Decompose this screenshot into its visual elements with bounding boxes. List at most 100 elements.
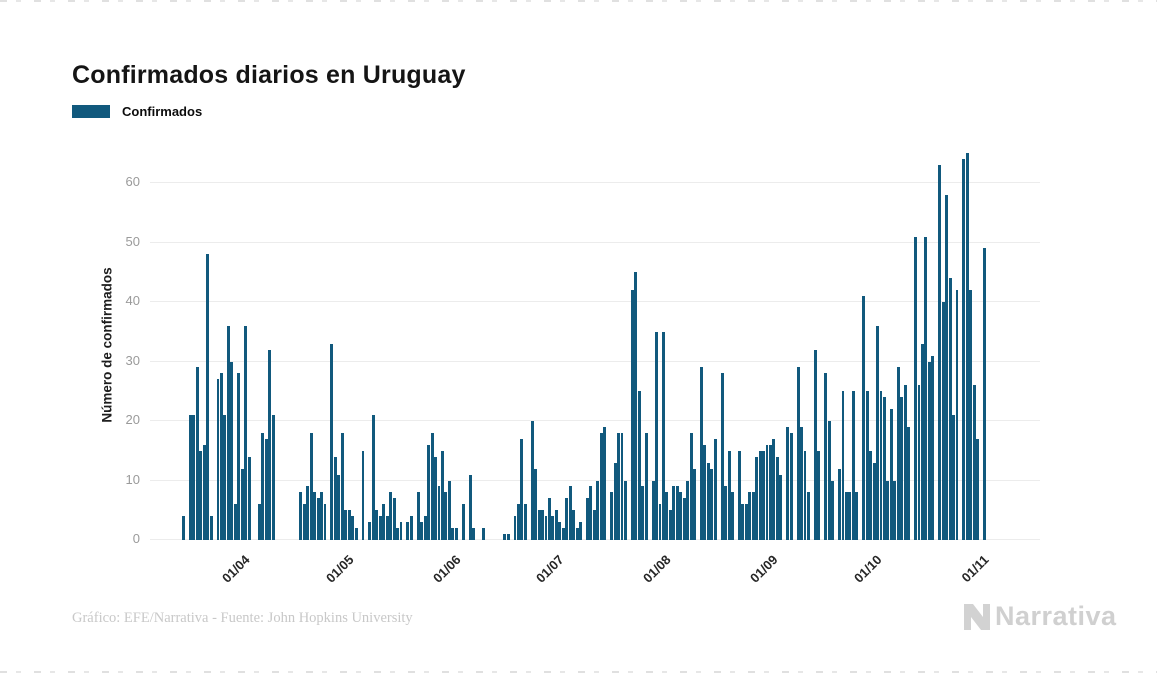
bar[interactable]	[893, 480, 897, 540]
bar[interactable]	[658, 504, 662, 540]
bar[interactable]	[699, 367, 703, 540]
bar[interactable]	[233, 504, 237, 540]
bar[interactable]	[344, 510, 348, 540]
bar[interactable]	[689, 432, 693, 540]
bar[interactable]	[661, 331, 665, 540]
bar[interactable]	[592, 510, 596, 540]
bar[interactable]	[907, 426, 911, 540]
bar[interactable]	[927, 361, 931, 540]
bar[interactable]	[447, 480, 451, 540]
bar[interactable]	[603, 426, 607, 540]
bar[interactable]	[748, 492, 752, 540]
bar[interactable]	[268, 349, 272, 540]
bar[interactable]	[375, 510, 379, 540]
bar[interactable]	[741, 504, 745, 540]
bar[interactable]	[779, 474, 783, 540]
bar[interactable]	[420, 522, 424, 540]
bar[interactable]	[955, 290, 959, 540]
bar[interactable]	[544, 516, 548, 540]
bar[interactable]	[876, 325, 879, 540]
bar[interactable]	[772, 438, 776, 540]
bar[interactable]	[630, 290, 634, 540]
bar[interactable]	[675, 486, 679, 540]
bar[interactable]	[803, 450, 807, 540]
bar[interactable]	[423, 516, 427, 540]
bar[interactable]	[731, 492, 734, 540]
bar[interactable]	[917, 385, 921, 540]
bar[interactable]	[586, 498, 589, 540]
bar[interactable]	[333, 456, 337, 540]
bar[interactable]	[851, 391, 855, 540]
bar[interactable]	[575, 528, 579, 540]
bar[interactable]	[620, 432, 624, 540]
bar[interactable]	[209, 516, 213, 540]
bar[interactable]	[444, 492, 448, 540]
bar[interactable]	[337, 474, 341, 540]
bar[interactable]	[651, 480, 655, 540]
bar[interactable]	[686, 480, 690, 540]
bar[interactable]	[924, 236, 928, 540]
bar[interactable]	[548, 498, 551, 540]
bar[interactable]	[855, 492, 859, 540]
bar[interactable]	[969, 290, 973, 540]
bar[interactable]	[972, 385, 976, 540]
bar[interactable]	[299, 492, 303, 540]
bar[interactable]	[216, 379, 220, 540]
bar[interactable]	[679, 492, 683, 540]
bar[interactable]	[237, 373, 241, 540]
bar[interactable]	[920, 343, 924, 540]
bar[interactable]	[737, 450, 741, 540]
bar[interactable]	[644, 432, 648, 540]
bar[interactable]	[637, 391, 641, 540]
bar[interactable]	[530, 421, 534, 540]
bar[interactable]	[914, 236, 917, 540]
bar[interactable]	[769, 444, 772, 540]
bar[interactable]	[710, 468, 714, 540]
bar[interactable]	[182, 516, 185, 540]
bar[interactable]	[841, 391, 845, 540]
bar[interactable]	[320, 492, 324, 540]
bar[interactable]	[347, 510, 351, 540]
bar[interactable]	[520, 438, 524, 540]
bar[interactable]	[219, 373, 223, 540]
bar[interactable]	[672, 486, 676, 540]
bar[interactable]	[271, 415, 275, 540]
bar[interactable]	[703, 444, 707, 540]
bar[interactable]	[430, 432, 434, 540]
bar[interactable]	[655, 331, 658, 540]
bar[interactable]	[354, 528, 358, 540]
bar[interactable]	[775, 456, 779, 540]
bar[interactable]	[340, 432, 344, 540]
bar[interactable]	[617, 432, 620, 540]
bar[interactable]	[800, 426, 804, 540]
bar[interactable]	[848, 492, 852, 540]
bar[interactable]	[523, 504, 527, 540]
bar[interactable]	[872, 462, 876, 540]
bar[interactable]	[941, 302, 945, 540]
bar[interactable]	[264, 438, 268, 540]
bar[interactable]	[693, 468, 696, 540]
bar[interactable]	[965, 153, 969, 540]
bar[interactable]	[952, 415, 955, 540]
bar[interactable]	[724, 486, 728, 540]
bar[interactable]	[554, 510, 558, 540]
bar[interactable]	[931, 355, 935, 540]
bar[interactable]	[392, 498, 396, 540]
bar[interactable]	[786, 426, 790, 540]
bar[interactable]	[796, 367, 800, 540]
bar[interactable]	[882, 397, 886, 540]
bar[interactable]	[406, 522, 410, 540]
bar[interactable]	[889, 409, 893, 540]
bar[interactable]	[813, 349, 817, 540]
bar[interactable]	[551, 516, 555, 540]
bar[interactable]	[862, 296, 866, 540]
bar[interactable]	[399, 522, 403, 540]
bar[interactable]	[879, 391, 883, 540]
bar[interactable]	[896, 367, 900, 540]
bar[interactable]	[440, 450, 444, 540]
bar[interactable]	[309, 432, 313, 540]
bar[interactable]	[240, 468, 244, 540]
bar[interactable]	[302, 504, 306, 540]
bar[interactable]	[516, 504, 520, 540]
bar[interactable]	[396, 528, 399, 540]
